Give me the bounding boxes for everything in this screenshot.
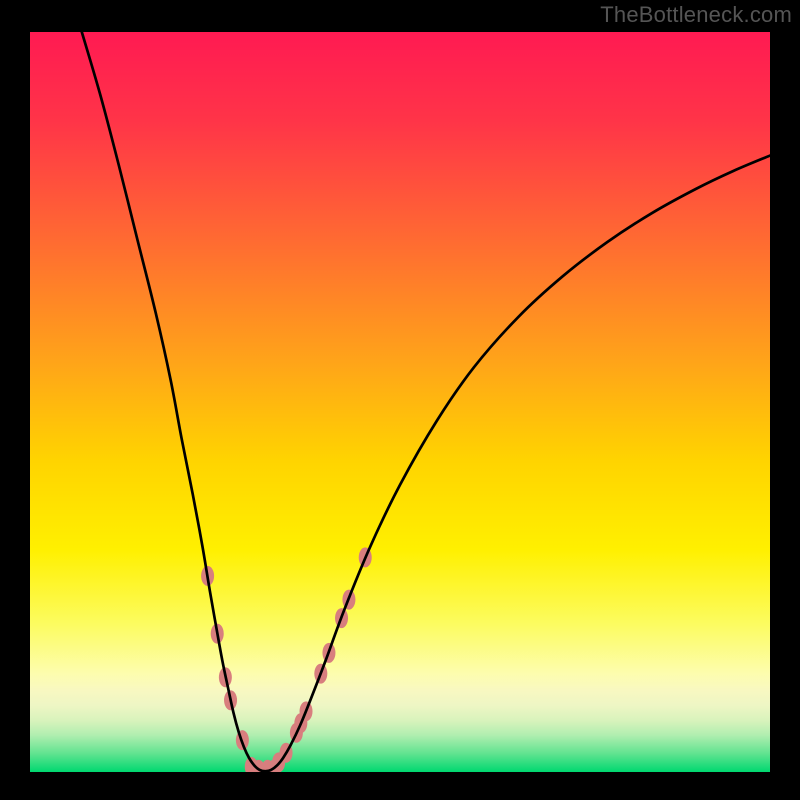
chart-container: TheBottleneck.com [0,0,800,800]
bottleneck-chart [0,0,800,800]
watermark-text: TheBottleneck.com [600,2,792,28]
plot-background [30,32,770,772]
